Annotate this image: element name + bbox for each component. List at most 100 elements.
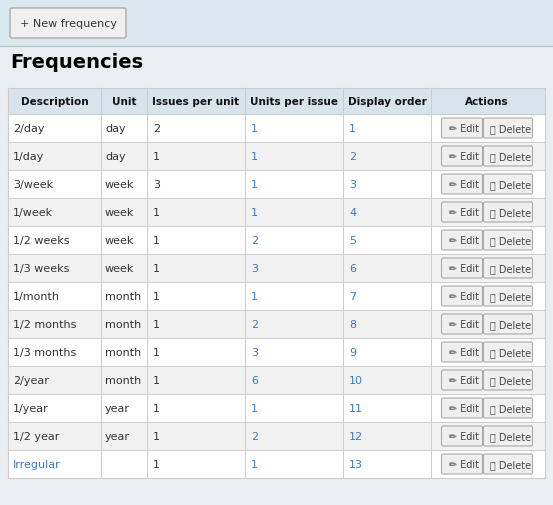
FancyBboxPatch shape [483,286,533,307]
FancyBboxPatch shape [441,315,483,334]
Text: 🗑 Delete: 🗑 Delete [485,319,531,329]
Bar [8,338,545,366]
Text: 9: 9 [349,347,356,358]
FancyBboxPatch shape [483,203,533,223]
FancyBboxPatch shape [483,370,533,390]
Text: 🗑 Delete: 🗑 Delete [485,459,531,469]
Text: 2/day: 2/day [13,124,44,134]
Text: 1: 1 [251,291,258,301]
Text: 4: 4 [349,208,356,218]
Text: day: day [105,152,126,162]
Text: ✏ Edit: ✏ Edit [445,180,479,189]
Text: Actions: Actions [465,97,509,107]
Text: ✏ Edit: ✏ Edit [445,291,479,301]
Text: 🗑 Delete: 🗑 Delete [485,264,531,274]
Bar [8,227,545,255]
Text: 3: 3 [153,180,160,189]
Text: 10: 10 [349,375,363,385]
Text: Issues per unit: Issues per unit [153,97,239,107]
Text: 1: 1 [251,208,258,218]
FancyBboxPatch shape [441,286,483,307]
Text: 3: 3 [251,347,258,358]
FancyBboxPatch shape [441,147,483,167]
Text: Description: Description [20,97,88,107]
Text: 🗑 Delete: 🗑 Delete [485,375,531,385]
Bar [8,450,545,478]
Bar [0,0,553,47]
Text: 🗑 Delete: 🗑 Delete [485,403,531,413]
Text: week: week [105,180,134,189]
FancyBboxPatch shape [441,231,483,250]
Text: 1: 1 [153,291,160,301]
Text: Display order: Display order [348,97,426,107]
Text: 1: 1 [251,124,258,134]
Text: 1: 1 [153,264,160,274]
Text: ✏ Edit: ✏ Edit [445,319,479,329]
Text: year: year [105,431,130,441]
Text: 1: 1 [251,403,258,413]
FancyBboxPatch shape [441,370,483,390]
FancyBboxPatch shape [483,315,533,334]
Text: 1/year: 1/year [13,403,49,413]
Text: 2: 2 [251,235,258,245]
FancyBboxPatch shape [483,426,533,446]
Text: 🗑 Delete: 🗑 Delete [485,152,531,162]
Text: 1: 1 [251,459,258,469]
Text: year: year [105,403,130,413]
Text: ✏ Edit: ✏ Edit [445,235,479,245]
Text: Irregular: Irregular [13,459,61,469]
Text: Frequencies: Frequencies [10,53,143,72]
Text: ✏ Edit: ✏ Edit [445,208,479,218]
FancyBboxPatch shape [441,259,483,278]
Text: ✏ Edit: ✏ Edit [445,375,479,385]
FancyBboxPatch shape [441,426,483,446]
Text: 1: 1 [153,152,160,162]
Text: 6: 6 [349,264,356,274]
FancyBboxPatch shape [441,203,483,223]
Text: 3: 3 [251,264,258,274]
Text: 11: 11 [349,403,363,413]
Text: 1: 1 [251,152,258,162]
Text: ✏ Edit: ✏ Edit [445,431,479,441]
Text: 13: 13 [349,459,363,469]
Text: 1: 1 [153,375,160,385]
Text: month: month [105,375,141,385]
Text: 🗑 Delete: 🗑 Delete [485,347,531,358]
FancyBboxPatch shape [483,147,533,167]
Text: 8: 8 [349,319,356,329]
Text: week: week [105,235,134,245]
FancyBboxPatch shape [483,454,533,474]
FancyBboxPatch shape [483,398,533,418]
Text: 2/year: 2/year [13,375,49,385]
Bar [8,115,545,143]
Text: 🗑 Delete: 🗑 Delete [485,124,531,134]
Bar [8,422,545,450]
Text: 1: 1 [251,180,258,189]
FancyBboxPatch shape [441,175,483,194]
Text: Units per issue: Units per issue [250,97,338,107]
FancyBboxPatch shape [483,342,533,362]
Bar [8,143,545,171]
Text: 1/2 year: 1/2 year [13,431,59,441]
FancyBboxPatch shape [483,119,533,139]
FancyBboxPatch shape [441,398,483,418]
Text: 3/week: 3/week [13,180,53,189]
Text: 1/2 weeks: 1/2 weeks [13,235,70,245]
Text: 5: 5 [349,235,356,245]
Bar [8,255,545,282]
Text: month: month [105,291,141,301]
Bar [8,89,545,115]
Text: 🗑 Delete: 🗑 Delete [485,235,531,245]
Text: ✏ Edit: ✏ Edit [445,264,479,274]
Bar [8,394,545,422]
Text: 🗑 Delete: 🗑 Delete [485,291,531,301]
FancyBboxPatch shape [441,119,483,139]
Text: 2: 2 [251,431,258,441]
Text: 1: 1 [153,347,160,358]
Text: 1: 1 [153,319,160,329]
Text: week: week [105,208,134,218]
FancyBboxPatch shape [441,454,483,474]
Text: 12: 12 [349,431,363,441]
Text: 1: 1 [349,124,356,134]
Text: + New frequency: + New frequency [19,19,117,29]
